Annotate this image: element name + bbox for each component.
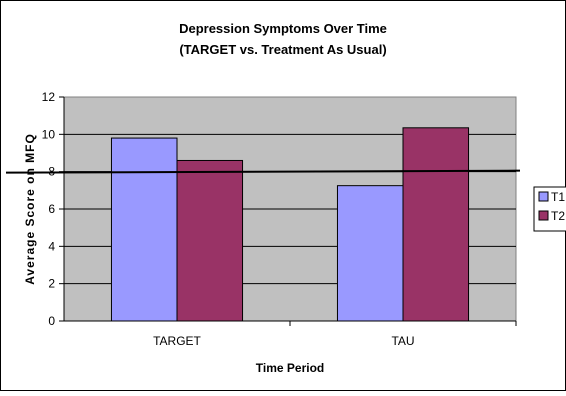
chart-subtitle: (TARGET vs. Treatment As Usual) [179,42,386,57]
chart-title: Depression Symptoms Over Time [179,21,387,36]
legend-label-t2: T2 [551,209,565,223]
y-axis-title: Average Score on MFQ [23,133,37,285]
bar-t1-target [110,137,178,322]
legend-swatch-t1 [538,191,549,202]
y-tick-label: 4 [48,239,55,253]
y-tick-label: 0 [48,314,55,328]
reference-line-group [5,169,521,174]
bar-t2-tau [402,127,470,322]
bar-t2-target [176,159,244,322]
x-axis: TARGET TAU [153,321,517,348]
bars [110,127,470,322]
y-tick-label: 2 [48,277,55,291]
x-axis-title: Time Period [256,361,324,375]
bar-t1-tau [336,185,404,322]
legend-swatch-t2 [538,210,549,221]
x-tick-label: TAU [391,334,414,348]
reference-line [5,169,521,174]
y-tick-label: 10 [42,127,56,141]
y-tick-label: 6 [48,202,55,216]
x-tick-label: TARGET [153,334,201,348]
legend-label-t1: T1 [551,190,565,204]
y-tick-label: 12 [42,90,56,104]
